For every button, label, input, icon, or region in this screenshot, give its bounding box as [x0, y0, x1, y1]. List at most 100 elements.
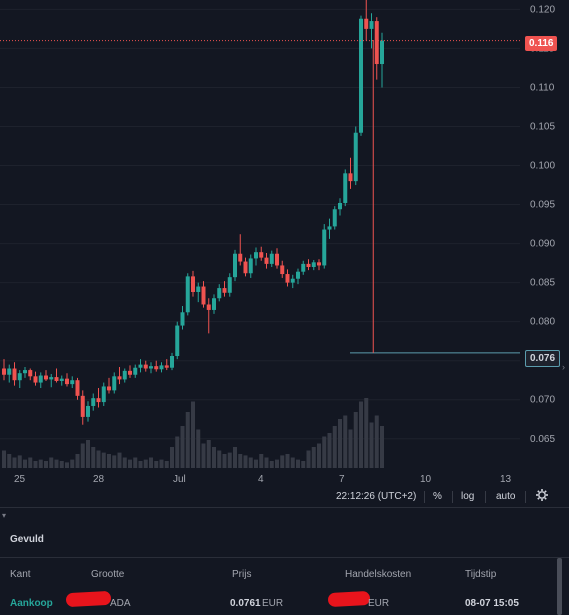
- candle-body: [254, 252, 258, 259]
- chart-toolbar: 22:12:26 (UTC+2) % log auto: [0, 487, 569, 507]
- volume-bar: [196, 429, 201, 468]
- gear-icon[interactable]: [536, 489, 548, 504]
- candle-body: [369, 21, 374, 29]
- y-tick-label: 0.110: [530, 82, 555, 93]
- price-chart[interactable]: 0.1200.1150.1100.1050.1000.0950.0900.085…: [0, 0, 569, 470]
- candle-body: [112, 376, 117, 391]
- candle-body: [149, 366, 153, 369]
- volume-bar: [222, 454, 227, 468]
- volume-bar: [185, 412, 190, 468]
- volume-bar: [138, 461, 143, 468]
- candle-body: [201, 286, 206, 305]
- candle-body: [70, 380, 75, 385]
- percent-scale-button[interactable]: %: [433, 491, 442, 502]
- volume-bar: [248, 457, 253, 468]
- volume-bar: [70, 459, 75, 468]
- volume-bar: [338, 419, 342, 468]
- volume-bar: [112, 455, 117, 468]
- column-header-side: Kant: [10, 569, 31, 580]
- volume-bar: [107, 454, 111, 468]
- toolbar-divider: [424, 491, 425, 503]
- log-scale-button[interactable]: log: [461, 491, 475, 502]
- candle-body: [233, 253, 237, 278]
- candle-body: [28, 370, 33, 377]
- candle-body: [290, 278, 295, 283]
- volume-bar: [275, 459, 279, 468]
- volume-bar: [280, 455, 285, 468]
- volume-bar: [348, 429, 353, 468]
- redaction-mark: [327, 590, 371, 608]
- tab-filled[interactable]: Gevuld: [10, 534, 44, 545]
- candle-body: [332, 209, 337, 227]
- y-tick-label: 0.120: [530, 4, 555, 15]
- candle-body: [128, 370, 132, 375]
- candle-body: [23, 370, 27, 374]
- candle-body: [222, 288, 227, 293]
- auto-scale-button[interactable]: auto: [496, 491, 516, 502]
- candle-body: [296, 271, 300, 279]
- volume-bar: [327, 433, 332, 468]
- candle-body: [86, 405, 90, 417]
- volume-bar: [33, 461, 38, 468]
- volume-bar: [180, 426, 185, 468]
- volume-bar: [369, 422, 374, 468]
- volume-bar: [353, 412, 358, 468]
- candle-body: [2, 368, 6, 375]
- candlestick-chart-svg[interactable]: 0.1200.1150.1100.1050.1000.0950.0900.085…: [0, 0, 569, 470]
- y-tick-label: 0.085: [530, 278, 555, 289]
- volume-bar: [59, 461, 64, 468]
- panel-divider[interactable]: [0, 507, 569, 508]
- column-header-size: Grootte: [91, 569, 125, 580]
- candle-body: [175, 325, 180, 357]
- x-tick-label: 25: [14, 474, 26, 485]
- candle-body: [248, 258, 253, 274]
- scrollbar[interactable]: [557, 558, 562, 615]
- collapse-icon[interactable]: ▾: [2, 511, 7, 520]
- volume-bar: [164, 461, 169, 468]
- volume-bar: [7, 454, 12, 468]
- redaction-mark: [65, 590, 112, 608]
- candle-body: [322, 229, 327, 266]
- y-tick-label: 0.080: [530, 317, 555, 328]
- volume-bar: [86, 440, 90, 468]
- order-size-unit: ADA: [110, 598, 131, 609]
- volume-bar: [233, 447, 237, 468]
- candle-body: [364, 18, 369, 29]
- candle-body: [159, 365, 164, 370]
- x-tick-label: 10: [420, 474, 432, 485]
- x-tick-label: 13: [500, 474, 512, 485]
- volume-bar: [49, 457, 54, 468]
- volume-bar: [380, 426, 384, 468]
- candle-body: [143, 364, 148, 369]
- clock-display[interactable]: 22:12:26 (UTC+2): [336, 491, 417, 502]
- candle-body: [212, 298, 216, 310]
- volume-bar: [285, 454, 290, 468]
- candle-body: [80, 395, 85, 417]
- volume-bar: [54, 459, 59, 468]
- y-tick-label: 0.095: [530, 200, 555, 211]
- volume-bar: [322, 436, 327, 468]
- volume-bar: [143, 459, 148, 468]
- candle-body: [280, 265, 285, 275]
- volume-bar: [12, 457, 17, 468]
- volume-bar: [133, 457, 138, 468]
- candle-body: [122, 370, 127, 380]
- candle-body: [7, 368, 12, 375]
- volume-bar: [264, 457, 269, 468]
- volume-bar: [259, 454, 264, 468]
- order-price-unit: EUR: [262, 598, 284, 609]
- candle-body: [196, 286, 201, 292]
- volume-bar: [238, 454, 243, 468]
- candle-body: [33, 376, 38, 383]
- order-price-value: 0.0761: [230, 598, 261, 609]
- x-tick-label: 28: [93, 474, 105, 485]
- volume-bar: [374, 415, 379, 468]
- volume-bar: [301, 461, 306, 468]
- candle-body: [311, 262, 316, 268]
- candle-body: [133, 367, 138, 375]
- y-tick-label: 0.090: [530, 239, 555, 250]
- chevron-right-icon[interactable]: ›: [562, 362, 565, 372]
- volume-bar: [296, 459, 300, 468]
- candle-body: [180, 312, 185, 326]
- candle-body: [306, 263, 311, 268]
